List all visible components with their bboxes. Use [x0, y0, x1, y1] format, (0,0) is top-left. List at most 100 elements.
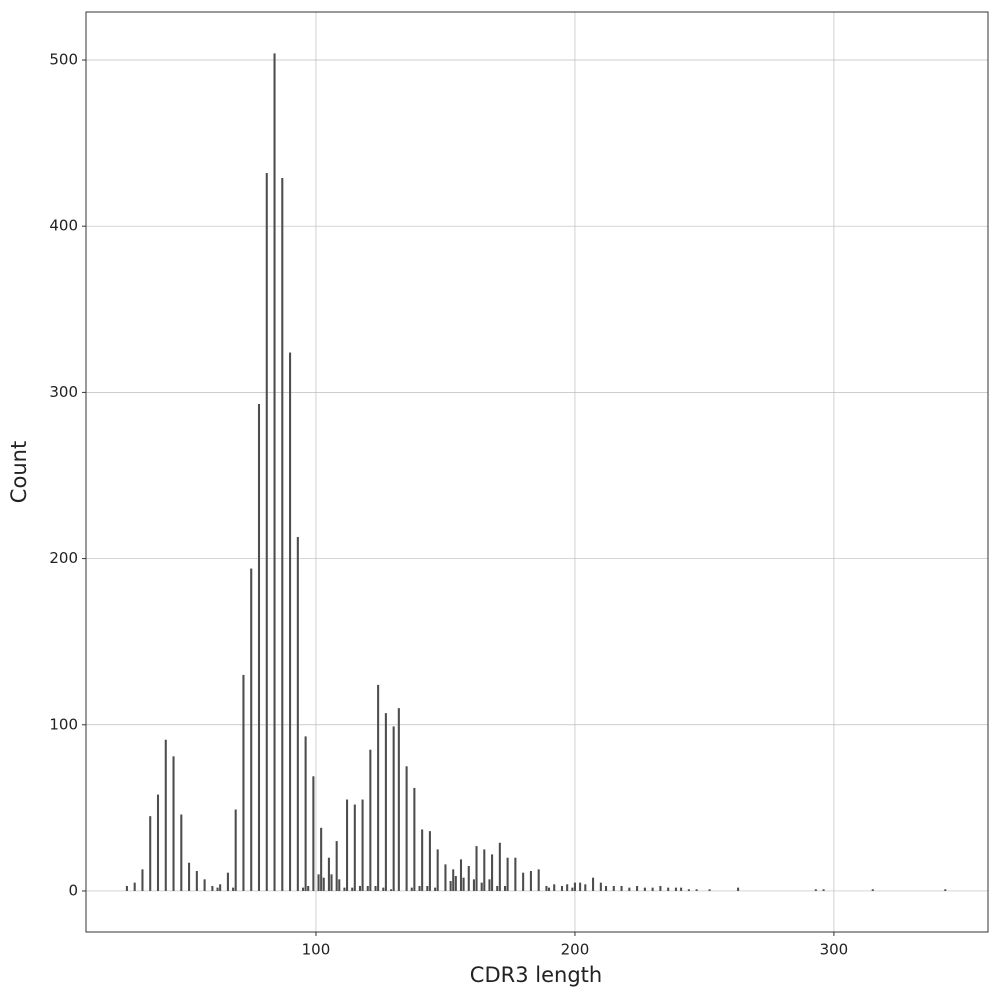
x-axis-title: CDR3 length [470, 963, 602, 987]
bar [506, 857, 509, 891]
y-axis-title: Count [7, 441, 31, 503]
bar [219, 884, 222, 891]
y-tick-label: 200 [49, 549, 78, 567]
bar [346, 799, 349, 891]
bar [307, 885, 310, 891]
bar [426, 885, 429, 891]
bar [566, 884, 569, 891]
y-tick-label: 0 [68, 881, 78, 899]
bar [405, 766, 408, 891]
bar [604, 885, 608, 891]
bar [483, 849, 486, 891]
bar [141, 869, 144, 891]
bar [211, 885, 214, 891]
bar [708, 889, 711, 891]
bar [343, 887, 346, 891]
x-tick-label: 200 [561, 941, 590, 959]
bar [436, 849, 439, 891]
bar [397, 708, 400, 891]
bar [452, 869, 455, 891]
bar [366, 885, 369, 891]
bar [322, 877, 325, 891]
bar [687, 889, 690, 891]
bar [330, 874, 333, 891]
bar [338, 879, 341, 891]
y-tick-label: 300 [49, 383, 78, 401]
y-tick-label: 100 [49, 715, 78, 733]
bar [573, 882, 576, 891]
bar [498, 842, 501, 891]
bar [320, 827, 323, 891]
bar [444, 864, 447, 891]
bar [871, 889, 874, 891]
bar [628, 887, 631, 891]
bar [312, 776, 315, 891]
bar [304, 736, 307, 891]
bar [317, 874, 320, 891]
bar [301, 887, 305, 891]
bar [651, 887, 654, 891]
bar [289, 352, 292, 891]
bar [335, 841, 338, 891]
bar [369, 749, 372, 891]
y-tick-label: 500 [49, 51, 78, 69]
bar [553, 884, 556, 891]
bar [695, 889, 698, 891]
bar [459, 859, 463, 891]
bar [449, 880, 452, 891]
bar [434, 887, 437, 891]
bar [579, 882, 582, 891]
bar [643, 887, 646, 891]
bar [216, 887, 219, 891]
bar [659, 885, 662, 891]
bar [149, 816, 152, 891]
bar [454, 875, 457, 891]
bar [374, 885, 377, 891]
bar [814, 889, 817, 891]
bar [571, 887, 574, 891]
bar [188, 862, 191, 891]
bar [475, 846, 478, 891]
bar [584, 884, 587, 891]
bar [172, 756, 175, 891]
bar [467, 866, 470, 891]
bar [674, 887, 677, 891]
bar [377, 684, 380, 891]
bar [737, 887, 740, 891]
bar [667, 887, 670, 891]
bar [392, 726, 395, 891]
x-tick-label: 100 [302, 941, 331, 959]
bar [545, 885, 548, 891]
bar [944, 889, 947, 891]
bar [491, 854, 494, 891]
bar [327, 857, 330, 891]
bar [410, 887, 413, 891]
bar [203, 879, 206, 891]
bar [234, 809, 237, 891]
y-tick-label: 400 [49, 217, 78, 235]
bar [514, 857, 517, 891]
bar [636, 885, 639, 891]
bar [361, 799, 364, 891]
bar [537, 869, 540, 891]
bar [226, 872, 229, 891]
bar [529, 871, 532, 891]
bar [472, 879, 475, 891]
bar [133, 882, 136, 891]
bar [620, 885, 623, 891]
bar [164, 739, 167, 891]
bar [180, 814, 183, 891]
bar [353, 804, 356, 891]
bar [488, 879, 491, 891]
bar [265, 173, 268, 891]
bar [428, 831, 431, 891]
bar [413, 787, 416, 891]
bar [612, 885, 615, 891]
bar [156, 794, 160, 891]
bar [592, 877, 595, 891]
bar [232, 887, 235, 891]
bar [462, 877, 465, 891]
panel-border [85, 11, 989, 933]
bar [599, 882, 602, 891]
